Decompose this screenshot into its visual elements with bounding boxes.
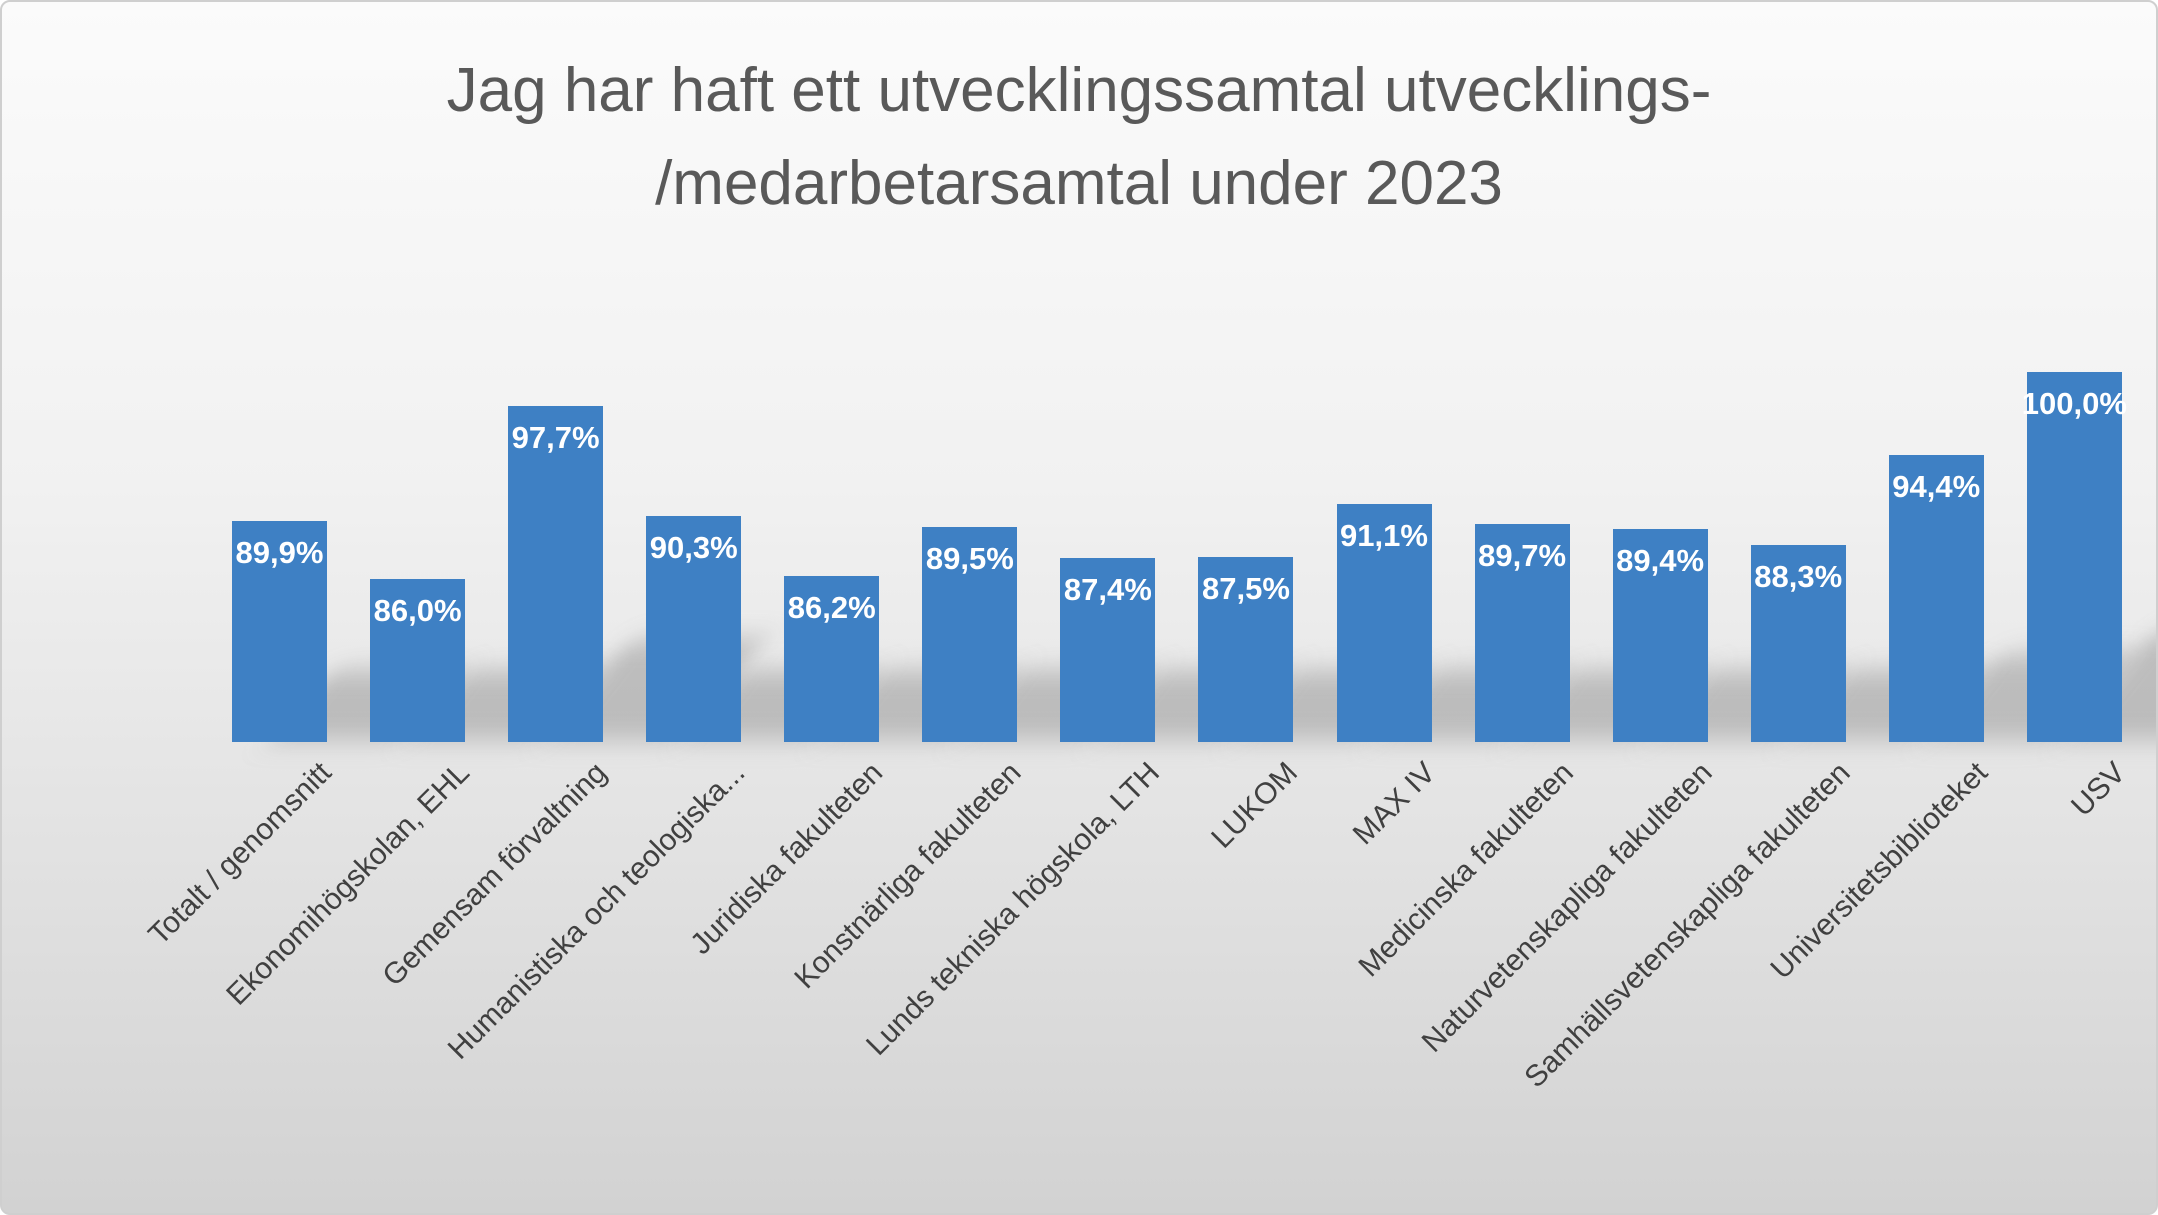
x-axis-label: Medicinska fakulteten [1352,756,1581,984]
bar-value-label: 87,5% [1201,571,1290,606]
bar-value-label: 90,3% [649,530,738,565]
x-axis-label: LUKOM [1205,756,1304,855]
x-axis-label-box: Gemensam förvaltning [2,756,614,993]
x-axis-label: Konstnärliga fakulteten [788,756,1028,996]
x-axis-label: Totalt / genomsnitt [141,756,338,952]
bar: 91,1% [1336,504,1432,742]
bar-column: 89,5% [922,372,1155,742]
bar-value-label: 89,5% [925,541,1014,576]
bar-value-label: 86,0% [373,593,462,628]
bar: 86,0% [370,579,466,742]
bar-value-label: 97,7% [511,420,600,455]
bar-column: 88,3% [1750,372,1983,742]
x-axis-label-box: Lunds tekniska högskola, LTH [382,756,1166,1062]
bar: 86,2% [784,576,880,742]
x-axis-label-box: Medicinska fakulteten [797,756,1580,983]
x-axis-label-box: Juridiska fakulteten [106,756,890,961]
x-axis-label: Lunds tekniska högskola, LTH [859,756,1166,1062]
bar-value-label: 89,9% [235,535,324,570]
bar: 90,3% [646,516,742,742]
x-axis-label-box: MAX IV [659,756,1442,851]
x-axis-label: Naturvetenskapliga fakulteten [1415,756,1719,1059]
bar-value-label: 86,2% [787,590,876,625]
bar-column: 89,9% [232,372,464,742]
plot-area: 89,9% 86,0% 97,7% 90,3% 86,2% 89,5% 87,4% 87,5%… [232,372,2156,742]
bar-value-label: 91,1% [1340,518,1428,553]
x-axis-label-box: Naturvetenskapliga fakulteten [935,756,1718,1059]
bar-value-label: 89,7% [1478,538,1567,573]
bar-value-label: 100,0% [2021,386,2127,421]
bar-column: 90,3% [646,372,878,742]
x-axis-label: Juridiska fakulteten [684,756,890,961]
x-axis-label: Gemensam förvaltning [376,756,614,993]
bar-column: 89,4% [1612,372,1845,742]
bar-value-label: 89,4% [1616,543,1705,578]
x-axis-label-box: Konstnärliga fakulteten [244,756,1028,995]
bar: 100,0% [2022,372,2127,742]
bar-value-label: 88,3% [1754,559,1843,594]
x-axis-label: MAX IV [1346,756,1442,852]
x-axis-label-box: USV [1349,756,2132,823]
bar: 94,4% [1888,455,1984,742]
bar: 89,9% [232,521,327,742]
bar: 89,7% [1474,524,1570,742]
x-axis-label-box: Samhällsvetenskapliga fakulteten [1073,756,1856,1094]
x-axis-label: Ekonomihögskolan, EHL [219,756,476,1012]
bar-column: 94,4% [1888,372,2133,742]
x-axis-label: Samhällsvetenskapliga fakulteten [1517,756,1857,1095]
bar: 89,5% [922,527,1018,742]
bar: 97,7% [508,406,604,742]
bar-value-label: 94,4% [1892,469,1981,504]
bar-column: 89,7% [1474,372,1707,742]
x-axis-label-box: Ekonomihögskolan, EHL [2,756,476,1012]
x-axis-label: Universitetsbiblioteket [1764,756,1995,986]
bar-value-label: 87,4% [1063,572,1152,607]
bar: 88,3% [1750,545,1846,742]
bar: 87,4% [1060,558,1156,742]
chart-title-line2: /medarbetarsamtal under 2023 [655,149,1503,218]
chart-title: Jag har haft ett utvecklingssamtal utvec… [2,44,2156,230]
x-axis-label: Humanistiska och teologiska... [441,756,752,1066]
bar: 89,4% [1612,529,1708,742]
x-axis-label-box: LUKOM [521,756,1304,855]
bar: 87,5% [1198,557,1294,742]
bar-column: 87,5% [1198,372,1431,742]
bar-column: 100,0% [2022,372,2156,742]
chart-title-line1: Jag har haft ett utvecklingssamtal utvec… [446,56,1712,125]
bar-column: 86,0% [370,372,602,742]
x-axis-label-box: Humanistiska och teologiska... [2,756,752,1066]
bar-column: 86,2% [784,372,1016,742]
bar-column: 97,7% [508,372,765,742]
x-axis-label-box: Universitetsbiblioteket [1211,756,1995,986]
bar-column: 87,4% [1060,372,1293,742]
x-axis-label-box: Totalt / genomsnitt [2,756,337,951]
x-axis-label: USV [2065,756,2133,823]
bar-column: 91,1% [1336,372,1569,742]
